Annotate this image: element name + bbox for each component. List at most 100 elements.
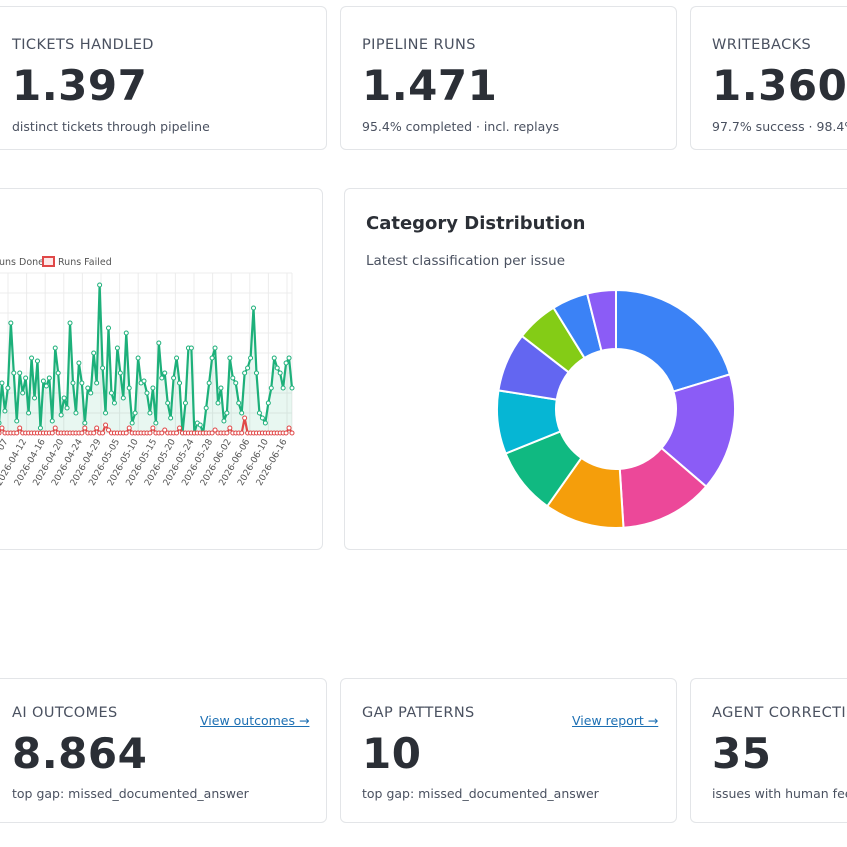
runs-done-point bbox=[34, 358, 40, 364]
runs-failed-point bbox=[150, 425, 156, 431]
stat-subtext: top gap: missed_documented_answer bbox=[12, 786, 249, 801]
stat-label: AI OUTCOMES bbox=[12, 705, 118, 721]
chart-title: Category Distribution bbox=[366, 213, 586, 234]
runs-done-point bbox=[5, 385, 11, 391]
runs-done-point bbox=[230, 375, 236, 381]
runs-done-point bbox=[265, 400, 271, 406]
runs-failed-point bbox=[14, 430, 20, 436]
stat-value: 1.397 bbox=[12, 61, 148, 110]
runs-failed-point bbox=[283, 430, 289, 436]
runs-done-point bbox=[79, 380, 85, 386]
runs-done-line bbox=[0, 283, 294, 435]
runs-done-point bbox=[289, 385, 295, 391]
runs-done-point bbox=[203, 405, 209, 411]
runs-done-point bbox=[165, 400, 171, 406]
runs-done-point bbox=[277, 370, 283, 376]
runs-done-point bbox=[73, 410, 79, 416]
runs-done-point bbox=[212, 345, 218, 351]
stat-card-pipeline-runs: PIPELINE RUNS 1.471 95.4% completed · in… bbox=[340, 6, 677, 150]
donut-slice-0[interactable] bbox=[615, 288, 732, 393]
runs-done-point bbox=[97, 282, 103, 288]
runs-failed-point bbox=[209, 430, 215, 436]
runs-done-point bbox=[0, 380, 5, 386]
runs-done-point bbox=[239, 410, 245, 416]
runs-done-point bbox=[174, 355, 180, 361]
runs-done-point bbox=[271, 355, 277, 361]
runs-done-point bbox=[251, 305, 257, 311]
runs-done-point bbox=[171, 375, 177, 381]
runs-done-point bbox=[76, 360, 82, 366]
runs-failed-point bbox=[100, 430, 106, 436]
runs-done-point bbox=[135, 355, 141, 361]
runs-done-point bbox=[132, 410, 138, 416]
runs-failed-point bbox=[94, 425, 100, 431]
runs-failed-point bbox=[82, 425, 88, 431]
runs-done-area bbox=[0, 285, 292, 433]
runs-done-point bbox=[182, 400, 188, 406]
runs-done-point bbox=[82, 420, 88, 426]
chart-grid bbox=[0, 272, 293, 434]
runs-done-point bbox=[197, 422, 203, 428]
runs-done-point bbox=[67, 320, 73, 326]
runs-failed-point bbox=[0, 430, 2, 436]
runs-done-point bbox=[259, 415, 265, 421]
runs-failed-point bbox=[126, 425, 132, 431]
legend-runs-failed[interactable]: Runs Failed bbox=[58, 257, 112, 268]
runs-failed-point bbox=[289, 430, 295, 436]
runs-failed-point bbox=[103, 422, 109, 428]
runs-done-point bbox=[248, 355, 254, 361]
stat-label: TICKETS HANDLED bbox=[12, 37, 154, 53]
stat-card-gap-patterns: GAP PATTERNS View report → 10 top gap: m… bbox=[340, 678, 677, 823]
runs-failed-point bbox=[49, 430, 55, 436]
runs-failed-point bbox=[159, 430, 165, 436]
runs-done-point bbox=[20, 390, 26, 396]
runs-done-point bbox=[262, 420, 268, 426]
runs-done-point bbox=[64, 405, 70, 411]
runs-done-point bbox=[144, 390, 150, 396]
runs-done-point bbox=[215, 400, 221, 406]
runs-done-point bbox=[0, 420, 2, 426]
runs-done-point bbox=[85, 385, 91, 391]
category-donut-chart bbox=[496, 288, 736, 529]
stat-subtext: 95.4% completed · incl. replays bbox=[362, 119, 560, 134]
category-chart-card: Category Distribution Latest classificat… bbox=[344, 188, 847, 550]
runs-done-point bbox=[88, 390, 94, 396]
runs-failed-point bbox=[177, 425, 183, 431]
runs-done-point bbox=[111, 400, 117, 406]
runs-failed-point bbox=[0, 425, 5, 431]
runs-failed-point bbox=[212, 427, 218, 433]
stat-value: 10 bbox=[362, 729, 422, 778]
view-report-link[interactable]: View report → bbox=[572, 713, 659, 728]
stat-label: PIPELINE RUNS bbox=[362, 37, 476, 53]
runs-done-point bbox=[106, 325, 112, 331]
view-outcomes-link[interactable]: View outcomes → bbox=[200, 713, 310, 728]
runs-done-point bbox=[150, 385, 156, 391]
runs-done-point bbox=[123, 330, 129, 336]
donut-slice-9[interactable] bbox=[585, 288, 617, 353]
stat-card-writebacks: WRITEBACKS 1.360 97.7% success · 98.4% e bbox=[690, 6, 847, 150]
runs-chart-card: 2026-04-07 2026-04-12 2026-04-16 2026-04-20… bbox=[0, 188, 323, 550]
runs-done-point bbox=[117, 370, 123, 376]
runs-done-point bbox=[58, 412, 64, 418]
runs-done-point bbox=[209, 355, 215, 361]
stat-subtext: 97.7% success · 98.4% e bbox=[712, 119, 847, 134]
runs-done-point bbox=[218, 385, 224, 391]
runs-done-point bbox=[283, 360, 289, 366]
runs-done-point bbox=[286, 355, 292, 361]
stat-label: AGENT CORRECTIO bbox=[712, 705, 847, 721]
runs-failed-point bbox=[239, 430, 245, 436]
runs-done-point bbox=[70, 380, 76, 386]
runs-done-point bbox=[253, 370, 259, 376]
runs-done-point bbox=[233, 380, 239, 386]
runs-done-point bbox=[2, 408, 8, 414]
runs-done-point bbox=[224, 410, 230, 416]
runs-done-point bbox=[206, 380, 212, 386]
legend-runs-done[interactable]: uns Done bbox=[0, 257, 44, 268]
stat-card-tickets-handled: TICKETS HANDLED 1.397 distinct tickets t… bbox=[0, 6, 327, 150]
runs-failed-point bbox=[79, 430, 85, 436]
runs-done-point bbox=[120, 395, 126, 401]
runs-done-point bbox=[29, 355, 35, 361]
stat-value: 35 bbox=[712, 729, 772, 778]
runs-done-point bbox=[17, 370, 23, 376]
stat-value: 1.360 bbox=[712, 61, 847, 110]
